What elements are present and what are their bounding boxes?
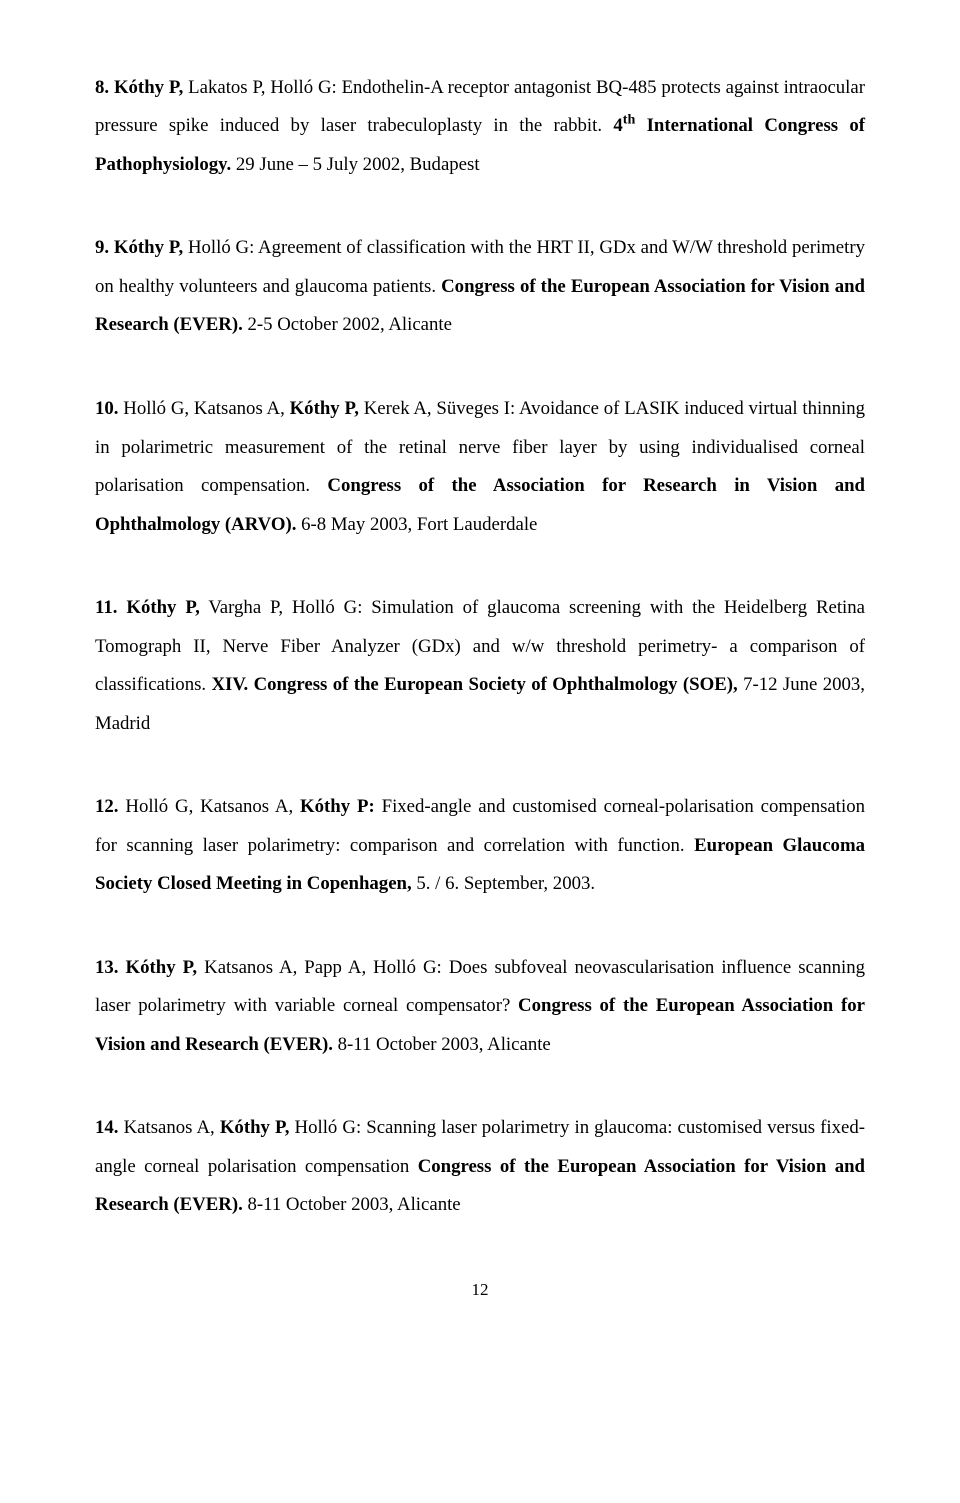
reference-entry: 14. Katsanos A, Kóthy P, Holló G: Scanni… [95, 1109, 865, 1225]
reference-entry: 12. Holló G, Katsanos A, Kóthy P: Fixed-… [95, 788, 865, 904]
venue-sup: th [623, 112, 636, 128]
entry-number: 12. [95, 796, 118, 817]
page-number: 12 [95, 1280, 865, 1300]
entry-number: 14. [95, 1117, 118, 1138]
venue-name: XIV. Congress of the European Society of… [211, 674, 737, 695]
entry-authors-before: Holló G, Katsanos A, [125, 796, 300, 817]
entry-authors-before: Katsanos A, [124, 1117, 220, 1138]
entry-number: 11. [95, 597, 117, 618]
venue-prefix: 4 [613, 115, 622, 136]
venue-tail: 8-11 October 2003, Alicante [248, 1194, 461, 1215]
reference-entry: 11. Kóthy P, Vargha P, Holló G: Simulati… [95, 589, 865, 743]
venue-tail: 2-5 October 2002, Alicante [248, 314, 452, 335]
entry-number: 9. [95, 237, 109, 258]
reference-entry: 8. Kóthy P, Lakatos P, Holló G: Endothel… [95, 69, 865, 185]
venue-tail: 29 June – 5 July 2002, Budapest [236, 154, 480, 175]
entry-number: 8. [95, 77, 109, 98]
reference-entry: 10. Holló G, Katsanos A, Kóthy P, Kerek … [95, 390, 865, 544]
entry-lead-author: Kóthy P, [114, 77, 183, 98]
entry-lead-author: Kóthy P, [126, 597, 199, 618]
venue-tail: 6-8 May 2003, Fort Lauderdale [301, 514, 537, 535]
reference-entry: 13. Kóthy P, Katsanos A, Papp A, Holló G… [95, 949, 865, 1065]
entry-lead-author: Kóthy P, [126, 957, 198, 978]
entry-number: 10. [95, 398, 118, 419]
entry-lead-author: Kóthy P, [290, 398, 359, 419]
entry-lead-author: Kóthy P, [220, 1117, 290, 1138]
entry-lead-author: Kóthy P, [114, 237, 183, 258]
document-page: 8. Kóthy P, Lakatos P, Holló G: Endothel… [0, 0, 960, 1340]
entry-number: 13. [95, 957, 118, 978]
venue-tail: 5. / 6. September, 2003. [416, 873, 595, 894]
reference-entry: 9. Kóthy P, Holló G: Agreement of classi… [95, 229, 865, 345]
entry-authors-before: Holló G, Katsanos A, [123, 398, 289, 419]
entry-lead-author: Kóthy P: [300, 796, 375, 817]
venue-tail: 8-11 October 2003, Alicante [338, 1034, 551, 1055]
